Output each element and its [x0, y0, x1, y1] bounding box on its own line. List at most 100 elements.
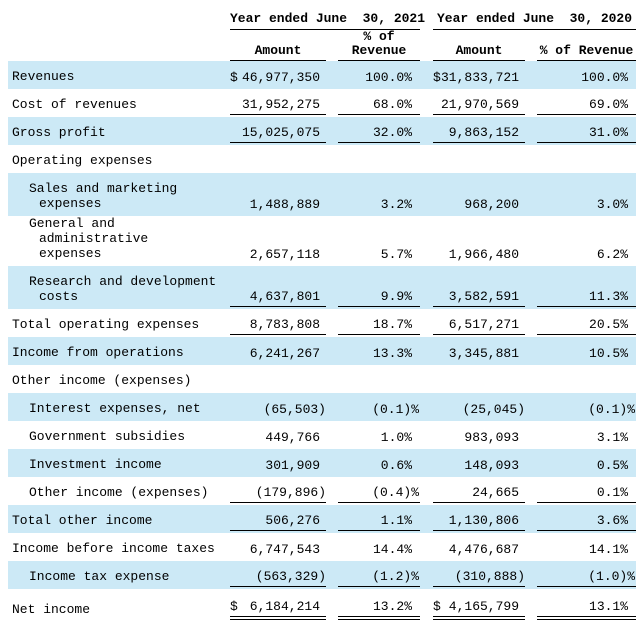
pct-2021-cell: 3.2% — [330, 173, 421, 216]
cell-inner: 13.2% — [338, 599, 421, 620]
column-gap — [420, 505, 434, 533]
table-row: Sales and marketing expenses 1,488,889 3.2… — [8, 173, 637, 216]
cell-inner: 13.1% — [537, 599, 637, 620]
cell-value: 13.3% — [373, 346, 413, 361]
cell-value: 31.0% — [589, 125, 629, 140]
cell-inner: $46,977,350 — [230, 70, 326, 87]
pct-2020-cell: 14.1% — [529, 533, 636, 561]
cell-inner: (0.1)% — [537, 402, 636, 419]
cell-inner: 6,241,267 — [230, 346, 326, 363]
row-label: Research and development costs — [8, 266, 230, 309]
pct-2020-cell: 13.1% — [529, 589, 637, 622]
cell-inner: 21,970,569 — [433, 97, 526, 115]
cell-inner: 0.1% — [537, 485, 637, 503]
cell-value: 10.5% — [589, 346, 629, 361]
cell-value: (0.1)% — [588, 402, 636, 417]
cell-inner: 100.0% — [338, 70, 420, 87]
pct-2020-cell: 3.0% — [529, 173, 637, 216]
cell-inner — [338, 169, 420, 171]
amount-2021-cell: 6,241,267 — [230, 337, 330, 365]
cell-inner — [433, 169, 525, 171]
amount-2021-cell: 31,952,275 — [230, 89, 330, 117]
cell-value: 6,747,543 — [249, 542, 320, 557]
amount-2020-cell: 1,966,480 — [433, 216, 529, 266]
row-label: Cost of revenues — [12, 97, 137, 112]
cell-value: 1.0% — [380, 430, 413, 445]
cell-inner: 301,909 — [230, 458, 326, 475]
row-label: Operating expenses — [12, 153, 153, 168]
pct-2021-cell: 100.0% — [330, 61, 421, 89]
cell-value: 11.3% — [589, 289, 629, 304]
pct-2021-cell: 1.0% — [330, 421, 420, 449]
column-gap — [420, 309, 433, 337]
year-2020-header: Year ended June 30, 2020 — [433, 5, 637, 30]
cell-value: (563,329) — [255, 569, 326, 584]
table-row: Other income (expenses) — [8, 365, 636, 393]
cell-inner: 9,863,152 — [433, 125, 526, 143]
table-row: Other income (expenses) (179,896) (0.4)% 24… — [8, 477, 637, 505]
cell-value: 3.6% — [596, 513, 629, 528]
cell-inner: 11.3% — [537, 289, 637, 307]
amount-2020-cell: 24,665 — [433, 477, 529, 505]
amount-2021-cell: 301,909 — [230, 449, 330, 477]
cell-inner: 1,966,480 — [433, 247, 525, 264]
cell-inner: 3,345,881 — [433, 346, 525, 363]
table-row: Net income $6,184,214 13.2% $4,165,799 13.1% — [8, 589, 637, 622]
amount-2021-cell — [230, 365, 330, 393]
cell-inner: 3,582,591 — [433, 289, 526, 307]
pct-2021-cell: 14.4% — [330, 533, 420, 561]
header-spacer — [8, 5, 230, 30]
pct-2020-cell: 69.0% — [529, 89, 637, 117]
cell-inner: 9.9% — [338, 289, 421, 307]
amount-2020-cell: 983,093 — [433, 421, 529, 449]
pct-2020-cell: (1.0)% — [529, 561, 637, 589]
cell-inner: $31,833,721 — [433, 70, 525, 87]
table-row: Income tax expense (563,329) (1.2)% (310,88… — [8, 561, 637, 589]
header-spacer — [8, 30, 230, 61]
cell-value: 1,966,480 — [448, 247, 520, 262]
row-label: Total operating expenses — [12, 317, 200, 332]
cell-inner: (310,888) — [433, 569, 526, 587]
amount-2021-cell: 8,783,808 — [230, 309, 330, 337]
cell-value: 3,582,591 — [448, 289, 520, 304]
cell-value: 0.6% — [380, 458, 413, 473]
income-statement-table: Year ended June 30, 2021 Year ended June… — [8, 5, 637, 622]
pct-2021-header: % of Revenue — [330, 30, 421, 61]
column-gap — [420, 216, 433, 266]
cell-inner: 4,637,801 — [230, 289, 326, 307]
cell-inner: 14.4% — [338, 542, 420, 559]
cell-inner: 68.0% — [338, 97, 421, 115]
pct-2020-cell: 3.1% — [529, 421, 636, 449]
cell-inner: 6.2% — [537, 247, 636, 264]
cell-inner: 100.0% — [537, 70, 636, 87]
cell-value: 2,657,118 — [249, 247, 320, 262]
cell-value: 1.1% — [380, 513, 413, 528]
row-label: Income from operations — [8, 337, 230, 365]
pct-2021-cell: 5.7% — [330, 216, 420, 266]
dollar-sign: $ — [433, 70, 441, 85]
cell-value: 8,783,808 — [249, 317, 320, 332]
pct-2020-cell: 10.5% — [529, 337, 637, 365]
cell-value: 5.7% — [380, 247, 413, 262]
column-gap — [420, 266, 434, 309]
cell-inner: (65,503) — [230, 402, 326, 419]
cell-value: (0.1)% — [372, 402, 420, 417]
year-2020-label: Year ended June 30, 2020 — [433, 11, 637, 30]
cell-inner: 69.0% — [537, 97, 637, 115]
row-label: Sales and marketing expenses — [8, 173, 230, 216]
cell-value: 4,637,801 — [249, 289, 320, 304]
cell-value: 968,200 — [464, 197, 520, 212]
cell-value: 14.4% — [373, 542, 413, 557]
amount-2021-cell: 506,276 — [230, 505, 330, 533]
cell-inner: 2,657,118 — [230, 247, 326, 264]
row-label: Gross profit — [8, 117, 230, 145]
amount-2020-cell: $31,833,721 — [433, 61, 530, 89]
pct-2021-cell: 1.1% — [330, 505, 421, 533]
amount-2021-cell: $46,977,350 — [230, 61, 330, 89]
cell-value: 3.2% — [380, 197, 413, 212]
amount-2020-cell: 3,582,591 — [433, 266, 530, 309]
cell-inner: 1.0% — [338, 430, 420, 447]
dollar-sign: $ — [230, 599, 238, 614]
cell-inner: 1,488,889 — [230, 197, 326, 214]
cell-value: 20.5% — [589, 317, 629, 332]
